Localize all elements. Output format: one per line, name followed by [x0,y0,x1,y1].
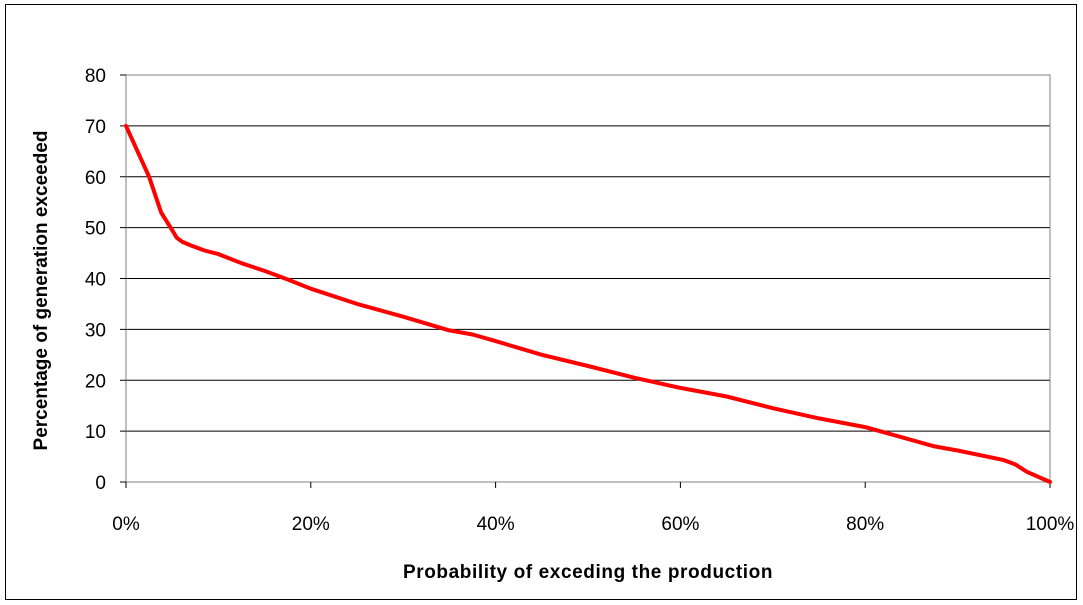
series-layer [124,123,1052,484]
y-tick-label: 10 [85,422,106,443]
x-tick-label: 0% [112,514,140,535]
y-tick-label: 30 [85,320,106,341]
x-tick-label: 80% [846,514,884,535]
y-tick-label: 70 [85,117,106,138]
y-tick-label: 80 [85,66,106,87]
y-tick-label: 20 [85,371,106,392]
chart-frame [5,4,1077,600]
y-axis-ticks: 0 10 20 30 40 50 60 70 80 [85,66,126,494]
x-tick-label: 100% [1026,514,1075,535]
y-axis-title: Percentage of generation exceeded [31,131,52,451]
x-axis-ticks: 0% 20% 40% 60% 80% 100% [112,482,1074,535]
x-tick-label: 40% [477,514,515,535]
gridlines [126,74,1050,483]
series-line [124,123,1052,484]
x-tick-label: 60% [661,514,699,535]
y-tick-label: 0 [95,473,106,494]
x-axis-title: Probability of exceding the production [403,562,773,583]
y-tick-label: 60 [85,168,106,189]
x-tick-label: 20% [292,514,330,535]
y-tick-label: 40 [85,270,106,291]
y-tick-label: 50 [85,219,106,240]
